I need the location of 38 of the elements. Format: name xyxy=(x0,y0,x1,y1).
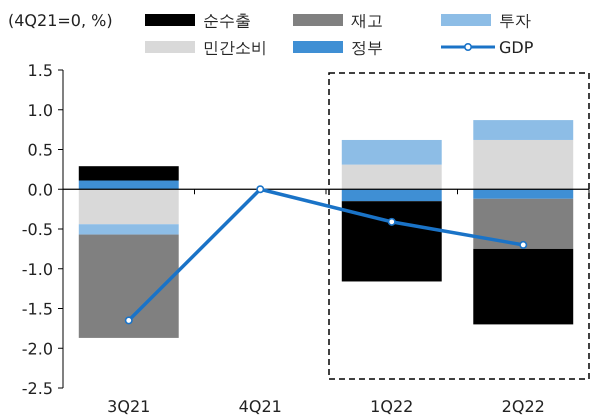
x-tick-label: 4Q21 xyxy=(238,397,282,416)
point xyxy=(256,185,264,194)
bar xyxy=(78,224,179,235)
bar xyxy=(342,189,442,202)
bar xyxy=(473,140,574,190)
bar xyxy=(473,198,574,249)
bar xyxy=(342,164,442,190)
bar xyxy=(473,248,574,324)
x-tick-label: 2Q22 xyxy=(502,397,545,416)
bar xyxy=(78,189,179,224)
y-tick-label: 1.5 xyxy=(28,61,53,80)
bar xyxy=(78,166,179,181)
bar xyxy=(78,180,179,190)
y-tick-label: 0.0 xyxy=(28,180,53,200)
legend-label: 민간소비 xyxy=(203,38,267,57)
x-tick-label: 3Q21 xyxy=(107,397,150,416)
bar xyxy=(342,140,442,165)
legend-label: 재고 xyxy=(351,11,383,30)
bar xyxy=(473,120,574,140)
point xyxy=(388,218,396,226)
y-tick-label: -1.5 xyxy=(22,300,53,318)
x-tick-label: 1Q22 xyxy=(370,397,414,416)
legend-label: 투자 xyxy=(499,11,531,30)
legend-label: 정부 xyxy=(351,38,383,57)
y-tick-label: -2.0 xyxy=(22,339,53,358)
y-tick-label: 1.0 xyxy=(28,100,53,120)
bar xyxy=(473,189,574,199)
y-tick-label: -2.5 xyxy=(22,379,53,398)
y-tick-label: -0.5 xyxy=(22,220,53,239)
legend-label: 순수출 xyxy=(203,11,251,30)
y-tick-label: 0.5 xyxy=(28,140,53,160)
point xyxy=(519,240,528,249)
bar xyxy=(342,201,442,282)
legend-label: GDP xyxy=(499,38,534,57)
y-axis-title: (4Q21=0, %) xyxy=(8,11,113,30)
bar xyxy=(78,234,179,338)
y-tick-label: -1.0 xyxy=(22,260,53,279)
point xyxy=(124,316,133,324)
